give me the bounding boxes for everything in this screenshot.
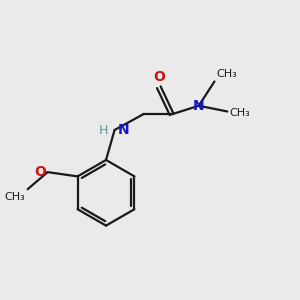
Text: O: O bbox=[153, 70, 165, 84]
Text: N: N bbox=[193, 99, 205, 113]
Text: N: N bbox=[118, 123, 130, 137]
Text: O: O bbox=[34, 164, 46, 178]
Text: CH₃: CH₃ bbox=[4, 192, 26, 202]
Text: CH₃: CH₃ bbox=[216, 69, 237, 79]
Text: CH₃: CH₃ bbox=[230, 108, 250, 118]
Text: H: H bbox=[99, 124, 108, 136]
